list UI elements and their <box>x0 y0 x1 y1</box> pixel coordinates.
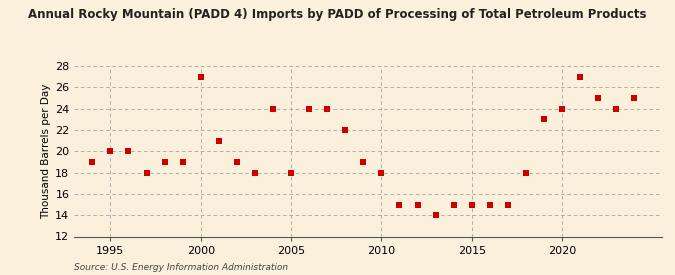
Point <box>105 149 116 153</box>
Point <box>376 170 387 175</box>
Point <box>412 202 423 207</box>
Point <box>520 170 531 175</box>
Text: Source: U.S. Energy Information Administration: Source: U.S. Energy Information Administ… <box>74 263 288 272</box>
Point <box>159 160 170 164</box>
Point <box>87 160 98 164</box>
Point <box>557 106 568 111</box>
Point <box>539 117 549 122</box>
Point <box>195 75 206 79</box>
Point <box>232 160 242 164</box>
Point <box>286 170 296 175</box>
Point <box>304 106 315 111</box>
Point <box>611 106 622 111</box>
Point <box>213 138 224 143</box>
Point <box>267 106 278 111</box>
Point <box>502 202 513 207</box>
Point <box>593 96 603 100</box>
Y-axis label: Thousand Barrels per Day: Thousand Barrels per Day <box>41 84 51 219</box>
Point <box>575 75 586 79</box>
Point <box>322 106 333 111</box>
Point <box>141 170 152 175</box>
Point <box>430 213 441 217</box>
Point <box>358 160 369 164</box>
Point <box>250 170 261 175</box>
Point <box>629 96 640 100</box>
Point <box>394 202 405 207</box>
Point <box>466 202 477 207</box>
Point <box>178 160 188 164</box>
Point <box>123 149 134 153</box>
Point <box>340 128 351 132</box>
Point <box>485 202 495 207</box>
Point <box>448 202 459 207</box>
Text: Annual Rocky Mountain (PADD 4) Imports by PADD of Processing of Total Petroleum : Annual Rocky Mountain (PADD 4) Imports b… <box>28 8 647 21</box>
